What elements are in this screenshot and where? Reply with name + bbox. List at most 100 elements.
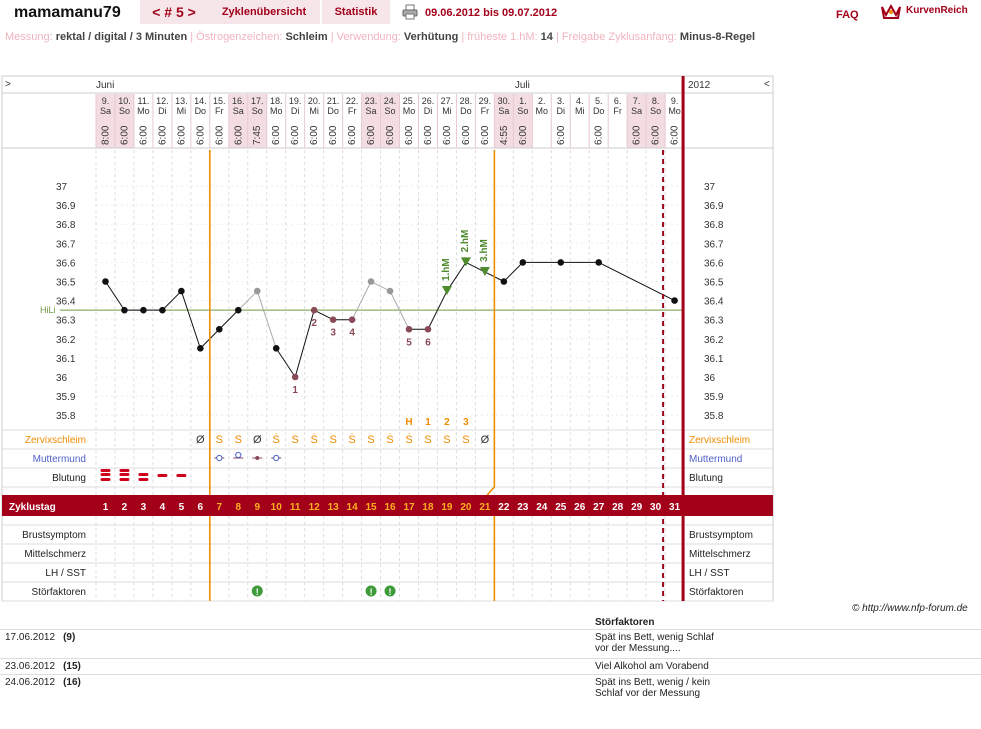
temp-point: [178, 288, 185, 295]
time-label: 6:00: [119, 125, 130, 145]
date-label: 2.: [538, 96, 546, 106]
row-label: Zervixschleim: [25, 435, 86, 446]
cycle-day-number: 22: [498, 502, 510, 513]
cycle-day-number: 8: [235, 502, 241, 513]
cycle-day-number: 7: [217, 502, 223, 513]
statistics-tab[interactable]: Statistik: [322, 0, 390, 24]
date-label: 15.: [213, 96, 226, 106]
cycle-selector[interactable]: < # 5 >: [140, 0, 208, 24]
date-label: 5.: [595, 96, 603, 106]
y-tick-label: 36.4: [704, 297, 724, 308]
warning-icon-glyph: !: [256, 587, 259, 597]
temp-point: [671, 297, 678, 304]
date-label: 6.: [614, 96, 622, 106]
high-label: 1.hM: [441, 258, 452, 281]
note-row: 23.06.2012 (15) Viel Alkohol am Vorabend: [0, 658, 981, 674]
low-label: 1: [292, 385, 298, 396]
weekday-label: Do: [593, 106, 605, 116]
y-tick-label: 36.5: [704, 278, 724, 289]
time-label: 6:00: [651, 125, 662, 145]
temp-point: [140, 307, 147, 314]
y-tick-label: 36.8: [56, 220, 76, 231]
note-row: 17.06.2012 (9) Spät ins Bett, wenig Schla…: [0, 629, 981, 658]
time-label: 6:00: [271, 125, 282, 145]
cycle-day-number: 31: [669, 502, 681, 513]
time-label: 6:00: [328, 125, 339, 145]
row-label: Brustsymptom: [22, 530, 86, 541]
hili-label: HiLi: [40, 305, 56, 315]
cycle-day-label: Zyklustag: [9, 502, 56, 513]
cycle-day-number: 4: [160, 502, 166, 513]
date-label: 12.: [156, 96, 169, 106]
weekday-label: Mo: [668, 106, 681, 116]
cervix-mark: [217, 455, 222, 460]
cycle-day-number: 3: [141, 502, 147, 513]
temp-point: [197, 345, 204, 352]
y-tick-label: 36.4: [56, 297, 76, 308]
cycle-day-number: 27: [593, 502, 605, 513]
time-label: 7:45: [252, 125, 263, 145]
low-label: 4: [349, 328, 355, 339]
temp-point: [311, 307, 318, 314]
cycle-day-number: 23: [517, 502, 529, 513]
mucus-symbol: Ṡ: [348, 433, 355, 446]
weekday-label: Fr: [481, 106, 490, 116]
weekday-label: Mi: [442, 106, 452, 116]
cycle-day-number: 19: [441, 502, 453, 513]
printer-icon[interactable]: [402, 4, 418, 20]
temp-point: [254, 288, 261, 295]
temp-point: [121, 307, 128, 314]
logo-text[interactable]: KurvenReich: [906, 5, 968, 16]
bleeding-mark: [100, 469, 110, 472]
temp-point: [235, 307, 242, 314]
time-label: 6:00: [214, 125, 225, 145]
temp-point: [292, 374, 299, 381]
y-tick-label: 36.9: [704, 201, 724, 212]
weekday-label: Mo: [137, 106, 150, 116]
date-label: 28.: [460, 96, 473, 106]
temp-point: [273, 345, 280, 352]
row-label: Brustsymptom: [689, 530, 753, 541]
cycle-day-number: 13: [328, 502, 340, 513]
bleeding-mark: [138, 473, 148, 476]
warning-icon-glyph: !: [370, 587, 373, 597]
y-tick-label: 36.6: [704, 258, 724, 269]
time-label: 6:00: [290, 125, 301, 145]
username: mamamanu79: [14, 4, 121, 22]
overview-tab[interactable]: Zyklenübersicht: [208, 0, 320, 24]
cycle-day-number: 10: [271, 502, 283, 513]
cycle-day-number: 24: [536, 502, 548, 513]
time-label: 6:00: [404, 125, 415, 145]
time-label: 6:00: [347, 125, 358, 145]
y-tick-label: 36.6: [56, 258, 76, 269]
peak-mark: 3: [463, 417, 469, 428]
copyright: © http://www.nfp-forum.de: [852, 603, 968, 614]
crown-logo-icon[interactable]: [880, 3, 902, 21]
date-label: 17.: [251, 96, 264, 106]
row-label: Störfaktoren: [32, 587, 86, 598]
y-tick-label: 36.8: [704, 220, 724, 231]
y-tick-label: 36.9: [56, 201, 76, 212]
date-label: 10.: [118, 96, 131, 106]
weekday-label: So: [252, 106, 263, 116]
temp-point: [368, 278, 375, 285]
cycle-day-number: 15: [366, 502, 378, 513]
weekday-label: So: [385, 106, 396, 116]
weekday-label: Sa: [100, 106, 111, 116]
mucus-symbol: Ø: [196, 434, 205, 446]
date-label: 20.: [308, 96, 321, 106]
faq-link[interactable]: FAQ: [836, 9, 859, 21]
y-tick-label: 35.8: [56, 411, 76, 422]
mucus-symbol: S: [367, 434, 374, 446]
date-label: 4.: [576, 96, 584, 106]
bleeding-mark: [100, 478, 110, 481]
peak-mark: 2: [444, 417, 450, 428]
temp-point: [330, 316, 337, 323]
weekday-label: Mo: [270, 106, 283, 116]
date-label: 18.: [270, 96, 283, 106]
temp-point: [520, 259, 527, 266]
mucus-symbol: Ṡ: [386, 433, 393, 446]
row-label: Blutung: [689, 473, 723, 484]
time-label: 4:55: [499, 125, 510, 145]
time-label: 6:00: [670, 125, 681, 145]
